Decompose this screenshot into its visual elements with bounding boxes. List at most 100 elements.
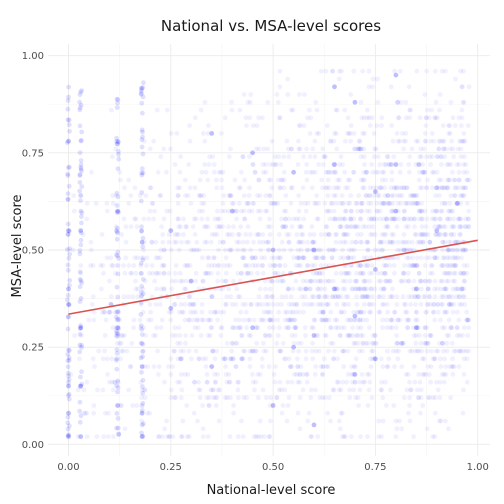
scatter-point [247,185,252,191]
scatter-point [401,270,406,276]
scatter-point [447,123,453,128]
scatter-point [413,294,418,299]
scatter-point [115,139,121,145]
scatter-point [464,356,470,362]
scatter-point [433,115,438,121]
scatter-point [453,286,458,292]
scatter-point [219,208,225,214]
scatter-point [449,325,455,331]
scatter-point [385,278,391,284]
scatter-point [307,107,312,113]
scatter-point [114,314,119,320]
scatter-point [355,263,361,268]
scatter-point [389,162,395,167]
scatter-point [321,309,326,315]
scatter-point [398,201,404,206]
scatter-point [452,177,458,183]
scatter-point [416,348,422,354]
scatter-point [138,289,144,295]
scatter-point [358,201,364,206]
scatter-point [437,224,442,230]
scatter-point [239,333,245,338]
scatter-point [423,131,428,136]
scatter-point [266,247,272,253]
scatter-point [92,309,97,315]
scatter-point [229,208,235,214]
scatter-point [114,317,120,323]
scatter-point [66,434,71,439]
scatter-point [248,302,254,307]
scatter-point [460,185,466,191]
scatter-point [377,309,383,315]
scatter-point [250,162,256,167]
scatter-point [345,131,350,136]
scatter-point [442,232,447,237]
scatter-point [367,379,373,385]
scatter-point [296,193,302,199]
scatter-point [442,239,448,245]
scatter-point [158,154,164,160]
scatter-point [440,255,446,261]
scatter-point [397,193,403,199]
scatter-point [289,146,294,152]
scatter-point [445,177,450,183]
scatter-point [279,239,285,245]
scatter-point [460,270,466,276]
scatter-point [204,239,210,245]
scatter-point [463,162,469,167]
scatter-point [461,325,467,331]
scatter-point [221,193,227,199]
scatter-point [446,333,452,338]
scatter-point [114,141,120,147]
scatter-point [416,294,421,299]
scatter-point [139,340,144,346]
scatter-point [286,239,292,245]
scatter-point [156,364,162,369]
scatter-point [161,263,167,268]
scatter-point [140,235,146,241]
scatter-point [323,68,329,74]
scatter-point [311,317,317,323]
scatter-point [153,270,159,276]
scatter-point [395,340,401,346]
scatter-point [66,396,72,402]
scatter-point [395,247,400,253]
scatter-point [325,232,331,237]
scatter-point [248,333,254,338]
scatter-point [423,115,429,121]
scatter-point [240,154,246,160]
scatter-point [199,302,205,307]
scatter-point [274,340,280,346]
scatter-point [253,255,258,261]
scatter-point [415,325,421,331]
scatter-point [65,364,71,370]
scatter-point [186,239,192,245]
scatter-point [345,348,351,354]
scatter-point [322,333,328,338]
scatter-point [360,340,365,346]
scatter-point [177,185,183,191]
scatter-point [359,115,365,121]
scatter-point [429,131,435,136]
scatter-point [138,198,144,204]
scatter-point [310,302,316,307]
scatter-point [280,340,286,346]
scatter-point [381,294,386,299]
scatter-point [311,270,316,276]
scatter-point [64,140,70,146]
scatter-point [277,115,283,121]
scatter-point [66,94,71,100]
scatter-point [330,294,335,299]
scatter-point [338,255,343,261]
scatter-point [333,169,338,175]
scatter-point [407,403,412,408]
scatter-point [456,216,462,222]
scatter-point [308,387,314,393]
scatter-point [336,387,342,393]
scatter-point [174,239,180,245]
scatter-point [439,154,444,160]
scatter-point [422,325,428,331]
scatter-point [397,317,403,323]
scatter-point [337,162,342,167]
scatter-point [327,395,332,401]
